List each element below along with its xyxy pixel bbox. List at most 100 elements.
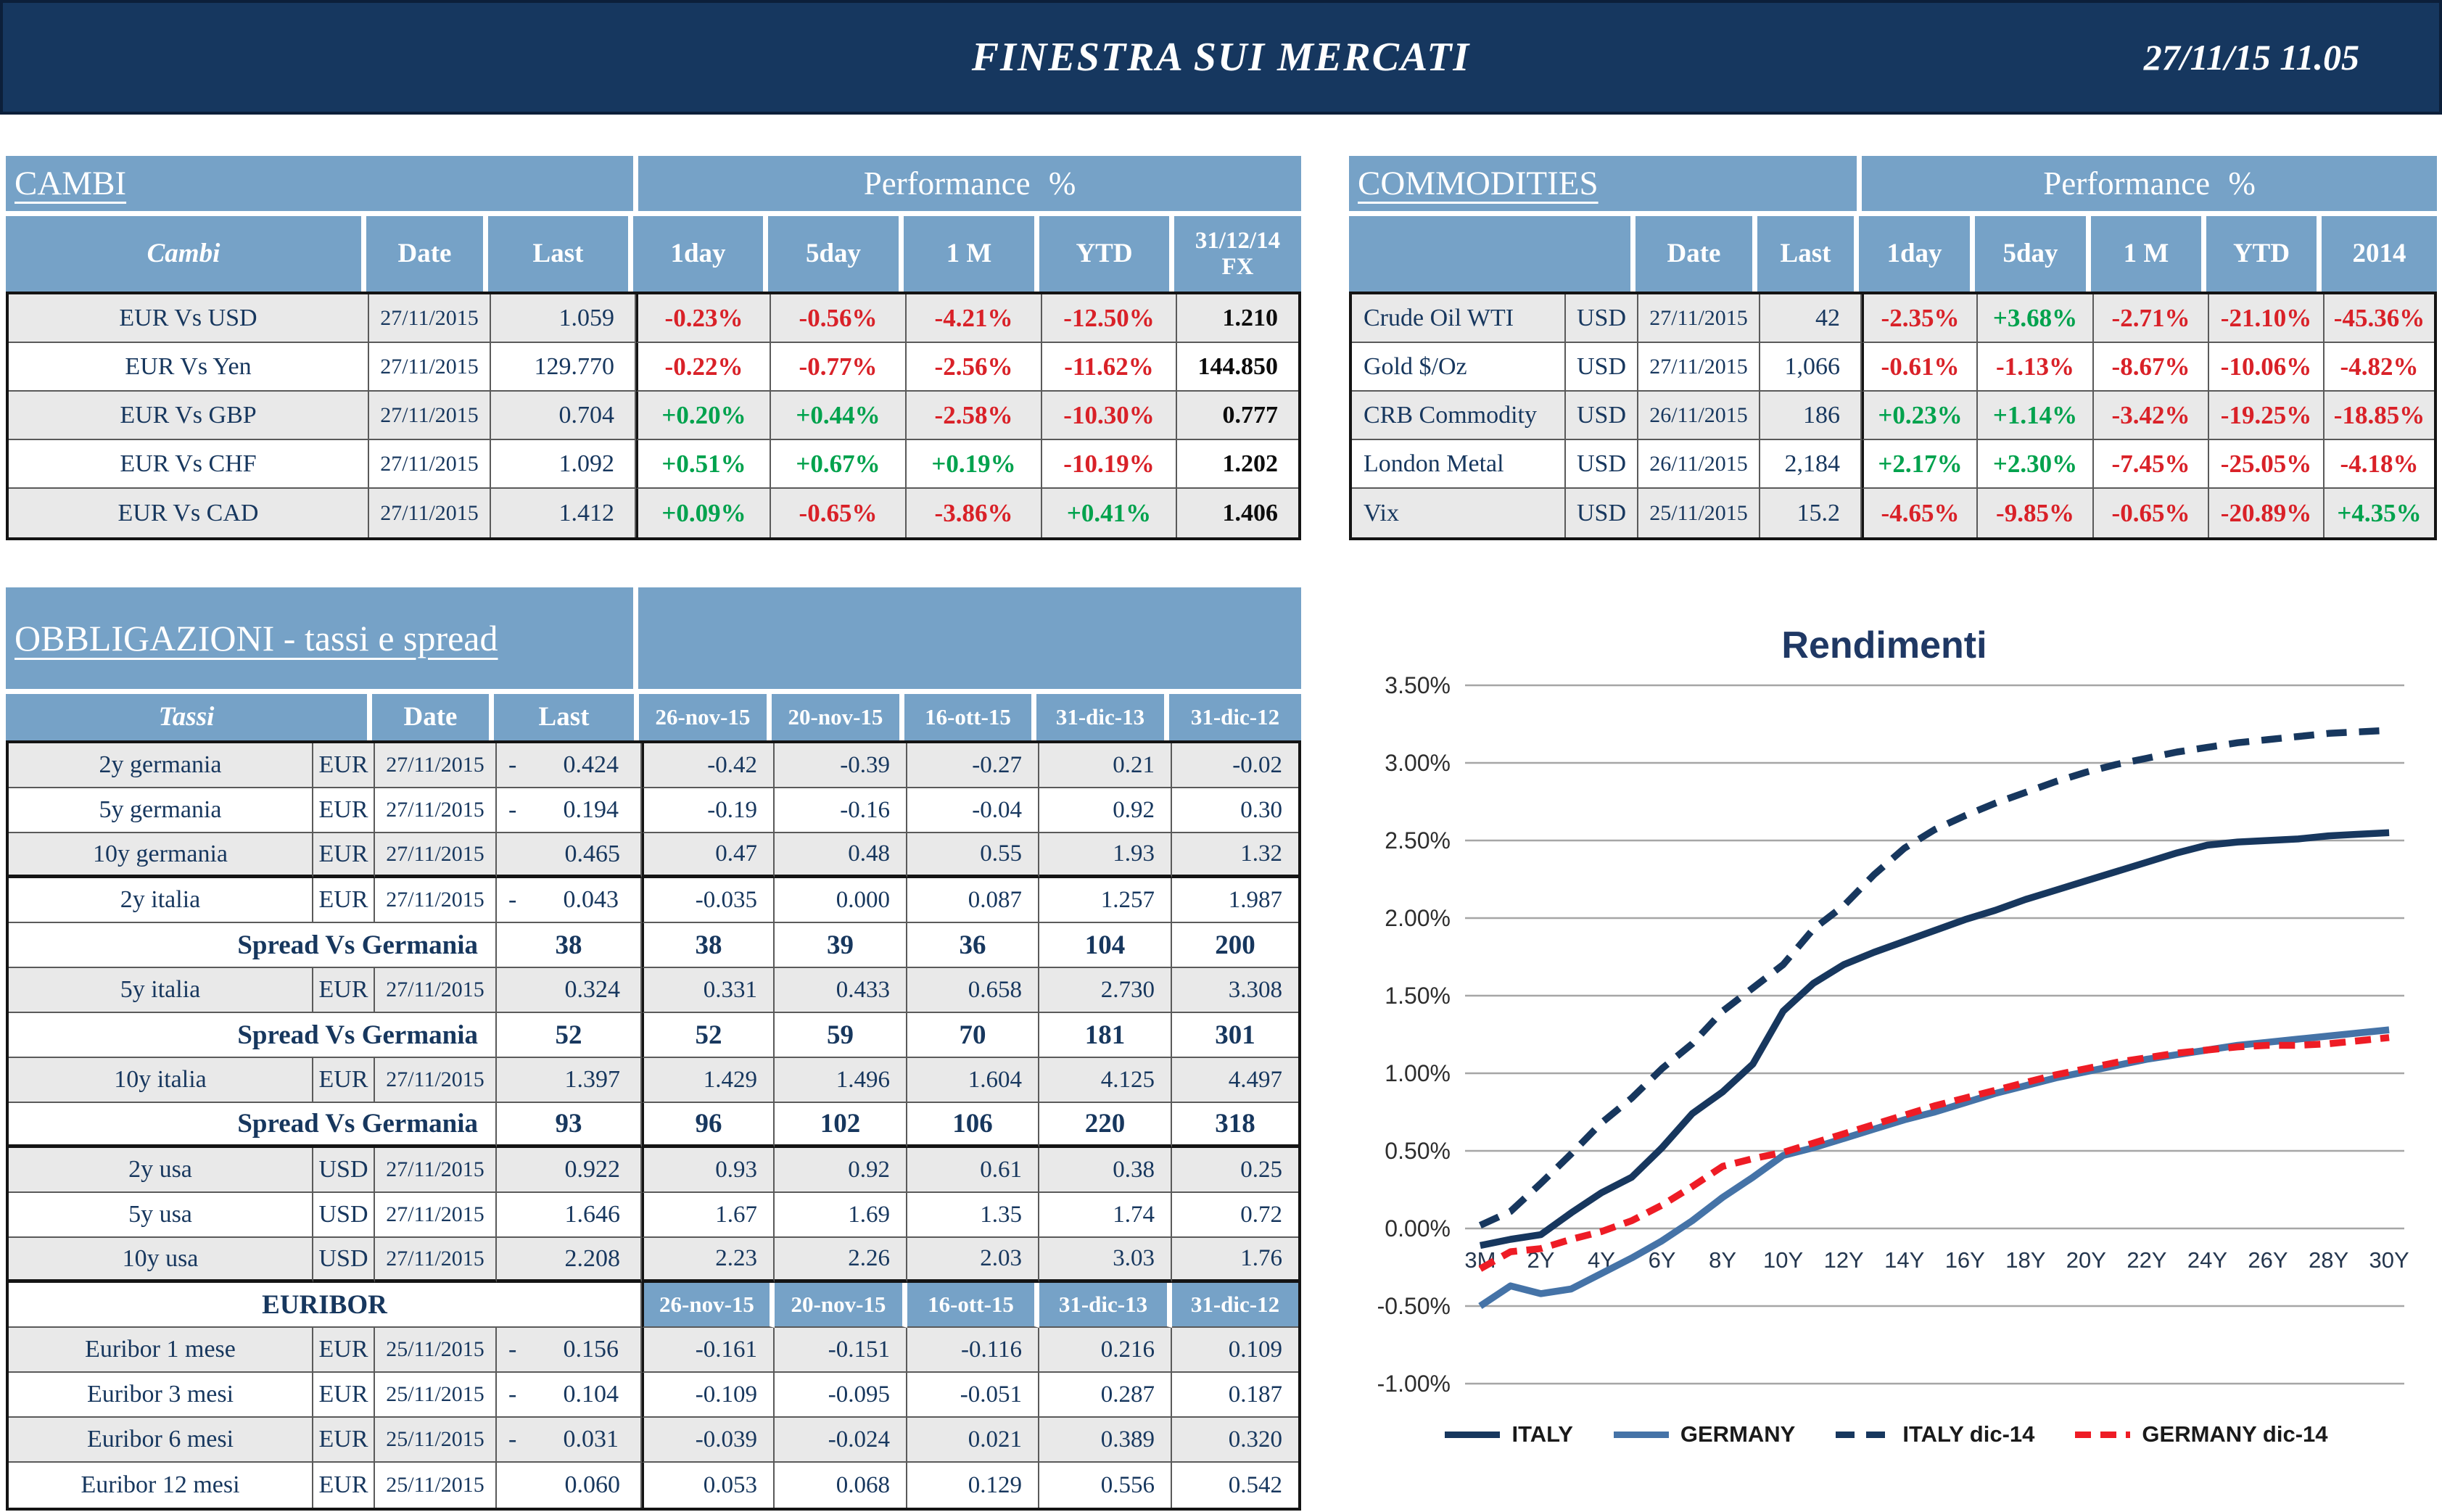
euribor-hist-header-1: 20-nov-15 [775, 1283, 907, 1328]
obbligazioni-table: OBBLIGAZIONI - tassi e spread Tassi Date L… [6, 587, 1301, 1511]
rate-currency: EUR [313, 1373, 375, 1418]
commodities-header-1: Date [1635, 216, 1757, 292]
cambi-fx: 0.777 [1177, 392, 1298, 440]
x-axis-tick: 16Y [1945, 1247, 1985, 1273]
commodity-perf-0: -0.61% [1862, 343, 1978, 392]
rate-hist-2: 0.658 [907, 968, 1039, 1013]
commodity-perf-4: -18.85% [2325, 392, 2434, 440]
rate-name: 5y germania [9, 788, 313, 833]
cambi-last: 129.770 [491, 343, 636, 392]
rate-date: 25/11/2015 [375, 1418, 497, 1463]
obbligazioni-rate-row: 2y germania EUR 27/11/2015-0.424 -0.42 -0.39… [9, 743, 1298, 788]
rate-currency: EUR [313, 743, 375, 788]
commodities-header-3: 1day [1859, 216, 1975, 292]
rate-hist-2: -0.27 [907, 743, 1039, 788]
rate-currency: USD [313, 1238, 375, 1283]
rendimenti-chart: 3.50% 3.00% 2.50% 2.00% 1.50% 1.00% 0.50% 0.00%… [1331, 577, 2442, 1512]
cambi-fx: 1.406 [1177, 489, 1298, 537]
rate-currency: EUR [313, 833, 375, 878]
rate-hist-4: 4.497 [1172, 1058, 1298, 1103]
obbligazioni-header-hist-0: 26-nov-15 [639, 694, 772, 740]
spread-hist-2: 36 [907, 923, 1039, 968]
rate-hist-2: -0.051 [907, 1373, 1039, 1418]
rate-currency: EUR [313, 1463, 375, 1508]
legend-item: ITALY [1445, 1421, 1573, 1447]
commodities-header-5: 1 M [2091, 216, 2206, 292]
rate-last: 2.208 [497, 1238, 642, 1283]
x-axis-tick: 28Y [2309, 1247, 2348, 1273]
obbligazioni-rate-row: Euribor 1 mese EUR 25/11/2015-0.156 -0.161-… [9, 1328, 1298, 1373]
rate-last: 0.922 [497, 1148, 642, 1193]
rate-hist-4: 0.25 [1172, 1148, 1298, 1193]
commodity-perf-3: -19.25% [2209, 392, 2325, 440]
x-axis-tick: 12Y [1824, 1247, 1864, 1273]
rate-hist-3: 4.125 [1039, 1058, 1172, 1103]
x-axis-tick: 24Y [2187, 1247, 2227, 1273]
rate-last: -0.043 [497, 878, 642, 923]
commodity-perf-0: +0.23% [1862, 392, 1978, 440]
rate-last: 0.324 [497, 968, 642, 1013]
spread-label: Spread Vs Germania [9, 1013, 497, 1058]
commodity-last: 15.2 [1760, 489, 1862, 537]
obbligazioni-data-rows: 2y germania EUR 27/11/2015-0.424 -0.42 -0.39… [6, 740, 1301, 1511]
rate-date: 25/11/2015 [375, 1463, 497, 1508]
cambi-header-7: 31/12/14 FX [1174, 216, 1301, 292]
rate-hist-4: 0.320 [1172, 1418, 1298, 1463]
obbligazioni-header-date: Date [372, 694, 494, 740]
commodity-currency: USD [1566, 440, 1638, 489]
obbligazioni-rate-row: Euribor 6 mesi EUR 25/11/2015-0.031 -0.039-… [9, 1418, 1298, 1463]
cambi-row: EUR Vs USD 27/11/2015 1.059 -0.23% -0.56% -4.… [9, 294, 1298, 343]
spread-last: 52 [497, 1013, 642, 1058]
commodity-currency: USD [1566, 343, 1638, 392]
commodity-perf-4: -4.82% [2325, 343, 2434, 392]
cambi-header-5: 1 M [904, 216, 1039, 292]
commodity-perf-2: -2.71% [2094, 294, 2209, 343]
rate-hist-2: 1.604 [907, 1058, 1039, 1103]
commodity-perf-0: -4.65% [1862, 489, 1978, 537]
commodities-title-row: COMMODITIES Performance % [1349, 156, 2437, 211]
rate-hist-1: 2.26 [775, 1238, 907, 1283]
cambi-header-row: Cambi Date Last 1day 5day 1 M YTD 31/12/14 FX [6, 216, 1301, 292]
obbligazioni-rate-row: Euribor 3 mesi EUR 25/11/2015-0.104 -0.109-… [9, 1373, 1298, 1418]
rate-hist-3: 0.216 [1039, 1328, 1172, 1373]
x-axis-tick: 26Y [2248, 1247, 2288, 1273]
cambi-date: 27/11/2015 [369, 294, 491, 343]
y-axis-tick: 2.50% [1385, 827, 1451, 854]
commodity-perf-1: +1.14% [1978, 392, 2094, 440]
rate-hist-2: -0.04 [907, 788, 1039, 833]
spread-hist-3: 181 [1039, 1013, 1172, 1058]
spread-label: Spread Vs Germania [9, 923, 497, 968]
x-axis-tick: 6Y [1649, 1247, 1676, 1273]
spread-hist-4: 200 [1172, 923, 1298, 968]
cambi-perf-1day: +0.51% [636, 440, 771, 489]
cambi-title-row: CAMBI Performance % [6, 156, 1301, 211]
commodity-perf-2: -8.67% [2094, 343, 2209, 392]
commodity-date: 26/11/2015 [1638, 392, 1760, 440]
rate-last: 1.397 [497, 1058, 642, 1103]
commodity-date: 25/11/2015 [1638, 489, 1760, 537]
commodities-row: CRB Commodity USD 26/11/2015 186 +0.23% +1.14… [1352, 392, 2434, 440]
rate-name: 10y germania [9, 833, 313, 878]
commodities-header-row: Date Last 1day 5day 1 M YTD 2014 [1349, 216, 2437, 292]
commodity-perf-1: +3.68% [1978, 294, 2094, 343]
commodity-name: Gold $/Oz [1352, 343, 1566, 392]
rate-name: Euribor 1 mese [9, 1328, 313, 1373]
cambi-header-1: Date [366, 216, 488, 292]
x-axis-tick: 18Y [2005, 1247, 2045, 1273]
rate-hist-3: 0.21 [1039, 743, 1172, 788]
commodities-row: Crude Oil WTI USD 27/11/2015 42 -2.35% +3.68%… [1352, 294, 2434, 343]
rate-date: 27/11/2015 [375, 833, 497, 878]
y-axis-tick: 0.50% [1385, 1138, 1451, 1164]
commodities-section-title: COMMODITIES [1349, 156, 1857, 211]
spread-hist-1: 102 [775, 1103, 907, 1148]
cambi-last: 1.092 [491, 440, 636, 489]
commodities-row: Vix USD 25/11/2015 15.2 -4.65% -9.85% -0.65% -2… [1352, 489, 2434, 537]
cambi-header-3: 1day [633, 216, 768, 292]
commodity-perf-3: -25.05% [2209, 440, 2325, 489]
rate-hist-4: 0.30 [1172, 788, 1298, 833]
rate-currency: EUR [313, 1418, 375, 1463]
commodity-last: 1,066 [1760, 343, 1862, 392]
cambi-fx: 1.210 [1177, 294, 1298, 343]
rate-hist-1: -0.151 [775, 1328, 907, 1373]
commodities-table: COMMODITIES Performance % Date Last 1day 5d… [1349, 156, 2437, 540]
